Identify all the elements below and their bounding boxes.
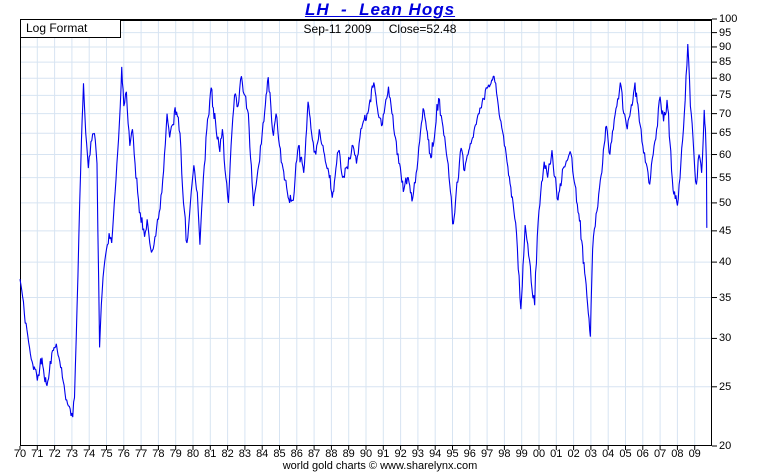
x-tick-label: 74	[83, 448, 96, 460]
x-tick-label: 99	[515, 448, 528, 460]
x-tick-label: 95	[446, 448, 459, 460]
x-tick-label: 92	[394, 448, 407, 460]
x-tick-label: 03	[584, 448, 598, 460]
log-format-label: Log Format	[21, 20, 121, 38]
x-tick-label: 06	[636, 448, 649, 460]
y-tick-label: 35	[719, 291, 732, 304]
y-tick-label: 95	[719, 26, 732, 39]
chart-footer: world gold charts © www.sharelynx.com	[282, 460, 478, 472]
y-tick-label: 80	[719, 72, 732, 85]
x-tick-label: 90	[359, 448, 373, 460]
x-tick-label: 91	[377, 448, 390, 460]
y-tick-label: 70	[719, 107, 732, 120]
x-tick-label: 70	[13, 448, 27, 460]
x-tick-label: 87	[307, 448, 321, 460]
x-tick-label: 75	[100, 448, 113, 460]
x-tick-label: 81	[204, 448, 217, 460]
x-tick-label: 98	[498, 448, 511, 460]
y-tick-label: 40	[719, 256, 732, 269]
y-tick-label: 30	[719, 332, 732, 345]
y-tick-label: 20	[719, 440, 732, 452]
x-tick-label: 86	[290, 448, 303, 460]
x-tick-label: 89	[342, 448, 355, 460]
x-tick-label: 97	[480, 448, 494, 460]
subtitle-close: Close=52.48	[388, 22, 457, 36]
price-line	[19, 43, 708, 418]
chart-subtitle: Sep-11 2009 Close=52.48	[0, 22, 760, 36]
x-tick-label: 08	[671, 448, 684, 460]
x-tick-label: 73	[65, 448, 79, 460]
y-tick-label: 50	[719, 196, 732, 209]
x-tick-label: 84	[256, 448, 269, 460]
x-tick-label: 93	[411, 448, 425, 460]
x-tick-label: 80	[186, 448, 200, 460]
y-tick-label: 45	[719, 224, 732, 237]
y-tick-label: 25	[719, 380, 732, 393]
grid-lines	[20, 19, 712, 446]
x-tick-label: 79	[169, 448, 182, 460]
x-tick-label: 76	[117, 448, 130, 460]
x-tick-label: 00	[532, 448, 546, 460]
x-tick-label: 05	[619, 448, 632, 460]
x-tick-label: 85	[273, 448, 286, 460]
y-tick-label: 55	[719, 171, 732, 184]
plot-border	[20, 19, 712, 446]
x-tick-label: 09	[688, 448, 701, 460]
x-tick-label: 94	[429, 448, 442, 460]
x-tick-label: 72	[48, 448, 61, 460]
y-tick-label: 85	[719, 56, 732, 69]
y-tick-label: 60	[719, 148, 732, 161]
x-tick-label: 78	[152, 448, 165, 460]
x-tick-label: 04	[602, 448, 615, 460]
x-tick-label: 88	[325, 448, 338, 460]
axis-ticks	[19, 18, 717, 450]
x-tick-label: 83	[238, 448, 252, 460]
x-tick-label: 96	[463, 448, 476, 460]
x-tick-label: 07	[653, 448, 667, 460]
y-tick-label: 90	[719, 40, 732, 53]
chart-title: LH - Lean Hogs	[304, 0, 456, 19]
y-tick-label: 75	[719, 89, 732, 102]
y-tick-label: 65	[719, 127, 732, 140]
x-tick-label: 01	[550, 448, 563, 460]
y-tick-label: 100	[719, 13, 738, 25]
subtitle-date: Sep-11 2009	[303, 22, 372, 36]
x-tick-label: 77	[134, 448, 148, 460]
x-tick-label: 82	[221, 448, 234, 460]
x-tick-label: 71	[31, 448, 44, 460]
x-tick-label: 02	[567, 448, 580, 460]
